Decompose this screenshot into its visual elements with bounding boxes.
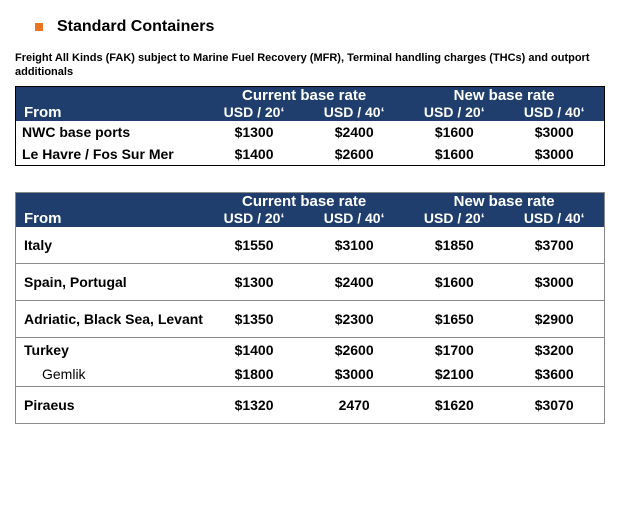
cell-c20: $1300 — [204, 263, 304, 300]
col-from: From — [16, 104, 204, 121]
cell-n40: $3000 — [504, 121, 604, 143]
bullet-icon — [35, 23, 43, 31]
col-n40: USD / 40‘ — [504, 210, 604, 227]
cell-c40: $2400 — [304, 263, 404, 300]
section-heading: Standard Containers — [35, 18, 605, 36]
cell-origin: NWC base ports — [16, 121, 204, 143]
rates-table-1: Current base rate New base rate From USD… — [15, 86, 605, 166]
cell-c20: $1550 — [204, 227, 304, 264]
table-header-top: Current base rate New base rate — [16, 86, 605, 104]
cell-n40: $3070 — [504, 386, 604, 423]
cell-origin: Gemlik — [16, 362, 204, 387]
cell-n40: $3000 — [504, 143, 604, 166]
rates-table-2: Current base rate New base rate From USD… — [15, 192, 605, 424]
cell-origin: Piraeus — [16, 386, 204, 423]
cell-n40: $3200 — [504, 337, 604, 362]
cell-n20: $2100 — [404, 362, 504, 387]
table-header-bottom: From USD / 20‘ USD / 40‘ USD / 20‘ USD /… — [16, 104, 605, 121]
cell-c20: $1800 — [204, 362, 304, 387]
cell-c40: $2400 — [304, 121, 404, 143]
col-new: New base rate — [404, 192, 604, 210]
cell-c20: $1320 — [204, 386, 304, 423]
col-current: Current base rate — [204, 192, 404, 210]
table-row: NWC base ports$1300$2400$1600$3000 — [16, 121, 605, 143]
table-row: Spain, Portugal$1300$2400$1600$3000 — [16, 263, 605, 300]
cell-c40: $3000 — [304, 362, 404, 387]
table-row: Le Havre / Fos Sur Mer$1400$2600$1600$30… — [16, 143, 605, 166]
col-new: New base rate — [404, 86, 604, 104]
cell-origin: Adriatic, Black Sea, Levant — [16, 300, 204, 337]
cell-n20: $1850 — [404, 227, 504, 264]
table-header-top: Current base rate New base rate — [16, 192, 605, 210]
col-current: Current base rate — [204, 86, 404, 104]
cell-origin: Italy — [16, 227, 204, 264]
table-row: Italy$1550$3100$1850$3700 — [16, 227, 605, 264]
col-c20: USD / 20‘ — [204, 210, 304, 227]
table-row: Adriatic, Black Sea, Levant$1350$2300$16… — [16, 300, 605, 337]
cell-c20: $1350 — [204, 300, 304, 337]
cell-c20: $1300 — [204, 121, 304, 143]
cell-origin: Spain, Portugal — [16, 263, 204, 300]
table-row: Piraeus$13202470$1620$3070 — [16, 386, 605, 423]
heading-text: Standard Containers — [57, 18, 214, 36]
col-from: From — [16, 210, 204, 227]
cell-c40: $2300 — [304, 300, 404, 337]
col-c40: USD / 40‘ — [304, 210, 404, 227]
subnote-text: Freight All Kinds (FAK) subject to Marin… — [15, 52, 605, 80]
cell-n20: $1600 — [404, 263, 504, 300]
cell-c40: $2600 — [304, 143, 404, 166]
cell-n20: $1620 — [404, 386, 504, 423]
col-c40: USD / 40‘ — [304, 104, 404, 121]
cell-n40: $2900 — [504, 300, 604, 337]
cell-n20: $1700 — [404, 337, 504, 362]
cell-n20: $1650 — [404, 300, 504, 337]
cell-n40: $3000 — [504, 263, 604, 300]
cell-n20: $1600 — [404, 143, 504, 166]
cell-c40: $2600 — [304, 337, 404, 362]
cell-n40: $3700 — [504, 227, 604, 264]
cell-origin: Le Havre / Fos Sur Mer — [16, 143, 204, 166]
col-n20: USD / 20‘ — [404, 210, 504, 227]
table-header-bottom: From USD / 20‘ USD / 40‘ USD / 20‘ USD /… — [16, 210, 605, 227]
cell-c40: 2470 — [304, 386, 404, 423]
cell-origin: Turkey — [16, 337, 204, 362]
col-n40: USD / 40‘ — [504, 104, 604, 121]
cell-c40: $3100 — [304, 227, 404, 264]
cell-c20: $1400 — [204, 337, 304, 362]
table-row: Gemlik$1800$3000$2100$3600 — [16, 362, 605, 387]
table-row: Turkey$1400$2600$1700$3200 — [16, 337, 605, 362]
col-n20: USD / 20‘ — [404, 104, 504, 121]
cell-n20: $1600 — [404, 121, 504, 143]
cell-n40: $3600 — [504, 362, 604, 387]
col-c20: USD / 20‘ — [204, 104, 304, 121]
cell-c20: $1400 — [204, 143, 304, 166]
